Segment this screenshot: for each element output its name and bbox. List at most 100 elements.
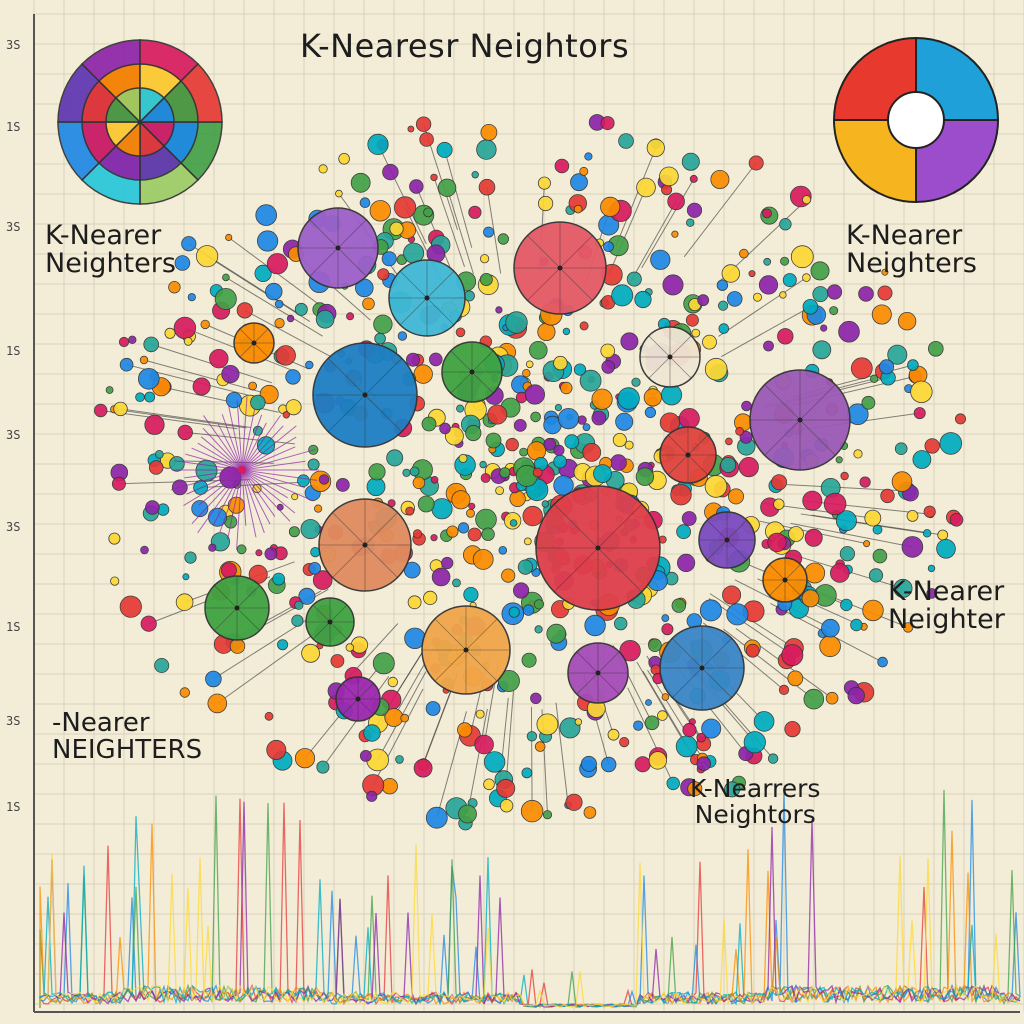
neighbor-point: [465, 424, 482, 442]
burst-ray: [241, 469, 271, 525]
neighbor-point: [463, 586, 479, 603]
centroid-spoke: [701, 638, 732, 669]
centroid-center: [355, 696, 361, 702]
label-top-right-line2: Neighters: [846, 248, 977, 280]
neighbor-point: [891, 471, 913, 492]
neighbor-point: [643, 388, 662, 407]
neighbor-point: [305, 360, 314, 370]
neighbor-point: [483, 751, 506, 773]
centroid-spoke: [450, 371, 473, 394]
neighbor-point: [650, 249, 671, 270]
neighbor-point: [148, 460, 164, 475]
neighbor-point: [634, 290, 652, 309]
neighbor-point: [119, 357, 134, 372]
centroid-center: [362, 542, 368, 548]
neighbor-point: [367, 133, 389, 155]
neighbor-point: [533, 599, 545, 610]
neighbor-link: [377, 144, 427, 245]
neighbor-point: [335, 189, 343, 198]
neighbor-point: [335, 477, 350, 492]
page-title: K-Nearesr Neightors: [300, 27, 630, 65]
neighbor-point: [910, 380, 933, 404]
burst-ray: [241, 425, 284, 471]
centroid-spoke: [701, 667, 732, 698]
neighbor-point: [717, 300, 729, 311]
neighbor-point: [671, 598, 687, 613]
centroid-spoke: [769, 579, 786, 596]
centroid-spoke: [726, 539, 748, 561]
centroid-spoke: [648, 335, 671, 358]
neighbor-point: [936, 538, 956, 559]
neighbor-point: [381, 251, 397, 267]
label-bottom-right-line2: Neightors: [694, 800, 816, 830]
centroid-spoke: [327, 394, 366, 433]
neighbor-point: [184, 551, 197, 564]
centroid-spoke: [236, 585, 260, 609]
neighbor-point: [110, 576, 120, 586]
neighbor-point: [308, 561, 322, 575]
neighbor-point: [771, 474, 788, 491]
neighbor-point: [509, 519, 518, 527]
neighbor-point: [338, 153, 350, 165]
neighbor-point: [570, 173, 588, 192]
neighbor-point: [419, 132, 434, 147]
neighbor-point: [906, 510, 919, 522]
neighbor-point: [144, 414, 165, 435]
neighbor-point: [753, 711, 775, 732]
neighbor-link: [720, 306, 811, 358]
centroid-center: [251, 340, 257, 346]
centroid-spoke: [312, 604, 331, 623]
centroid-spoke: [364, 357, 403, 396]
neighbor-point: [386, 449, 404, 467]
neighbor-point: [787, 670, 804, 687]
neighbor-point: [670, 484, 692, 506]
neighbor-point: [788, 526, 804, 542]
burst-ray: [228, 405, 243, 471]
burst-ray: [198, 469, 243, 506]
neighbor-point: [196, 245, 219, 268]
neighbor-point: [479, 254, 490, 264]
neighbor-point: [205, 670, 222, 688]
neighbor-point: [413, 758, 433, 778]
centroid-spoke: [672, 667, 703, 698]
neighbor-point: [927, 340, 944, 357]
centroid-center: [595, 545, 601, 551]
centroid-spoke: [337, 247, 367, 277]
neighbor-point: [373, 314, 393, 335]
neighbor-point: [871, 304, 892, 325]
centroid-spoke: [527, 267, 561, 301]
axis-tick-label: 1S: [6, 120, 21, 134]
label-mid-right: K-Nearer Neighter: [888, 577, 1005, 635]
neighbor-point: [105, 386, 114, 394]
centroid-spoke: [329, 604, 348, 623]
centroid-center: [234, 605, 240, 611]
neighbor-point: [644, 715, 660, 731]
neighbor-point: [517, 559, 534, 575]
neighbor-point: [534, 625, 543, 634]
neighbor-point: [801, 195, 812, 205]
neighbor-point: [593, 464, 612, 484]
neighbor-point: [467, 527, 482, 542]
neighbor-point: [676, 524, 691, 540]
neighbor-point: [926, 588, 937, 599]
neighbor-point: [236, 302, 253, 319]
neighbor-point: [409, 466, 420, 477]
neighbor-point: [722, 585, 742, 605]
neighbor-point: [721, 264, 741, 283]
neighbor-point: [294, 302, 308, 316]
neighbor-point: [520, 799, 544, 823]
neighbor-point: [264, 547, 278, 561]
neighbor-point: [762, 208, 772, 219]
neighbor-point: [318, 474, 330, 485]
burst-ray: [236, 469, 243, 550]
neighbor-link: [555, 702, 569, 806]
neighbor-point: [763, 340, 774, 352]
color-wheel-segment: [138, 96, 175, 123]
neighbor-point: [119, 595, 142, 618]
centroid-spoke: [253, 328, 269, 344]
neighbor-point: [612, 432, 627, 447]
burst-ray: [241, 469, 276, 517]
neighbor-point: [209, 349, 229, 369]
neighbor-point: [767, 532, 787, 553]
neighbor-point: [939, 432, 963, 455]
